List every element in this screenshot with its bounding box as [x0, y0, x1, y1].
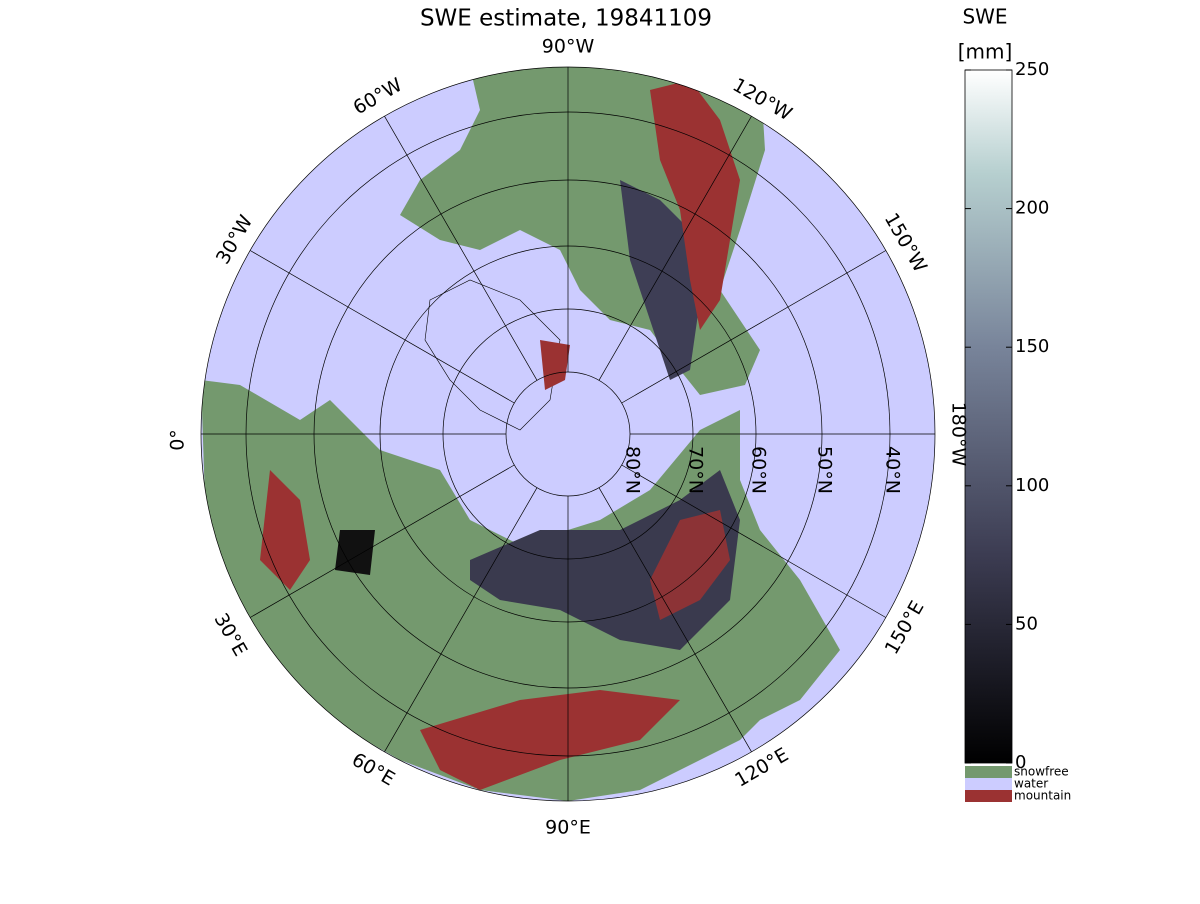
- colorbar-tick-label: 50: [1015, 613, 1038, 634]
- meridian-line: [621, 250, 887, 404]
- meridian-label: 180°W: [948, 402, 970, 467]
- latitude-label: 80°N: [622, 446, 644, 494]
- graticule: [200, 66, 936, 802]
- latitude-label: 40°N: [882, 446, 904, 494]
- colorbar-tick-label: 200: [1015, 198, 1049, 219]
- map-disk: [201, 67, 935, 801]
- colorbar-title: SWE: [962, 5, 1007, 29]
- legend-label: mountain: [1014, 789, 1071, 803]
- meridian-line: [598, 487, 752, 753]
- legend-label: water: [1014, 777, 1048, 791]
- map-title: SWE estimate, 19841109: [420, 6, 712, 32]
- colorbar-tick-label: 250: [1015, 59, 1049, 80]
- legend-swatch: [965, 778, 1012, 790]
- colorbar-tick-label: 0: [1015, 752, 1026, 773]
- meridian-label: 30°E: [209, 609, 251, 660]
- meridian-line: [598, 115, 752, 381]
- legend-swatch: [965, 790, 1012, 802]
- meridian-line: [249, 464, 515, 618]
- meridian-label: 90°E: [545, 817, 591, 839]
- meridian-label: 0°: [167, 429, 189, 451]
- meridian-line: [384, 115, 538, 381]
- colorbar: [964, 69, 1013, 764]
- legend-label: snowfree: [1014, 765, 1069, 779]
- meridian-line: [621, 464, 887, 618]
- colorbar-tick-label: 150: [1015, 336, 1049, 357]
- latitude-label: 70°N: [685, 446, 707, 494]
- meridian-line: [249, 250, 515, 404]
- latitude-label: 50°N: [814, 446, 836, 494]
- meridian-label: 90°W: [542, 36, 595, 58]
- colorbar-unit: [mm]: [958, 40, 1013, 64]
- colorbar-tick-label: 100: [1015, 475, 1049, 496]
- legend-swatch: [965, 766, 1012, 778]
- latitude-label: 60°N: [748, 446, 770, 494]
- meridian-line: [384, 487, 538, 753]
